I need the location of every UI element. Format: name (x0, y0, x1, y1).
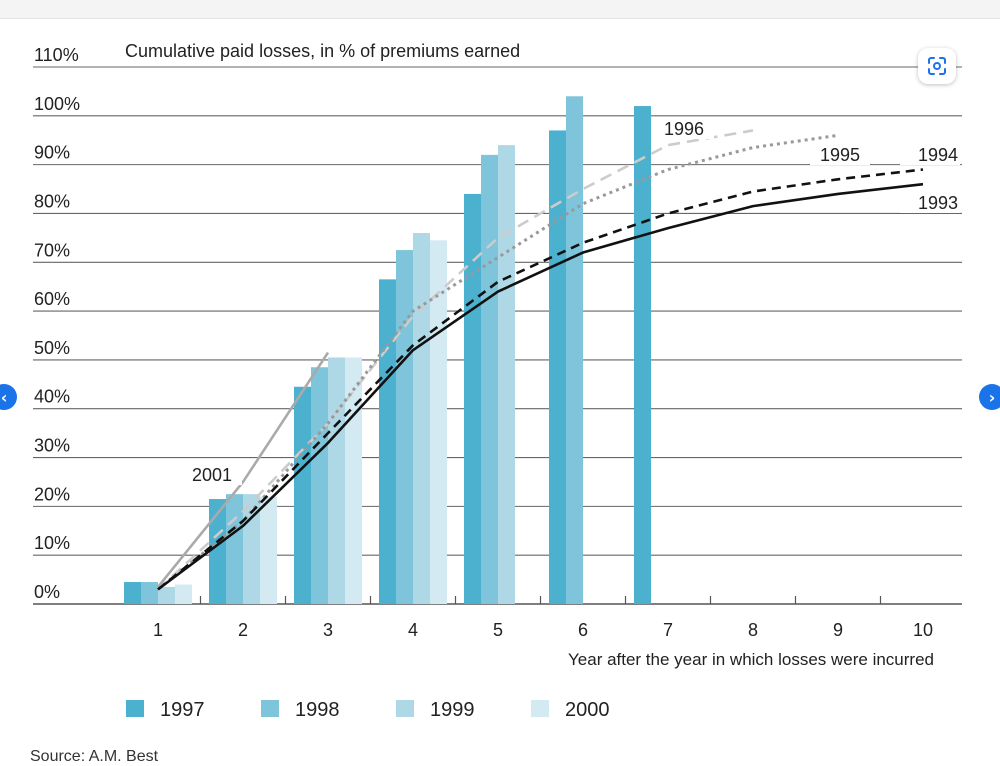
browser-top-strip (0, 0, 1000, 19)
bar-1998 (141, 582, 158, 604)
legend-swatch-1998 (261, 700, 279, 717)
source-note: Source: A.M. Best (30, 748, 159, 765)
x-tick-label: 2 (238, 620, 248, 640)
bar-1998 (566, 96, 583, 605)
y-tick-label: 40% (34, 387, 70, 407)
chevron-right-icon[interactable]: › (979, 384, 1000, 410)
legend-label-1998: 1998 (295, 699, 340, 721)
line-1995 (157, 133, 839, 591)
y-tick-label: 80% (34, 191, 70, 211)
chart-title: Cumulative paid losses, in % of premiums… (125, 41, 520, 61)
y-tick-label: 110% (34, 45, 79, 65)
y-tick-label: 30% (34, 436, 70, 456)
y-tick-label: 100% (34, 94, 80, 114)
y-tick-label: 60% (34, 289, 70, 309)
bar-1997 (209, 499, 226, 604)
line-1993 (157, 182, 924, 591)
legend-label-1997: 1997 (160, 699, 205, 721)
x-tick-label: 9 (833, 620, 843, 640)
bar-1998 (396, 250, 413, 604)
x-tick-label: 5 (493, 620, 503, 640)
chevron-left-icon[interactable]: ‹ (0, 384, 17, 410)
series-label-bg (900, 191, 960, 213)
bar-1997 (294, 386, 311, 604)
y-tick-label: 0% (34, 582, 60, 602)
line-layer (156, 129, 924, 591)
y-tick-label: 20% (34, 484, 70, 504)
bar-layer (124, 96, 651, 605)
series-label-bg (810, 143, 870, 165)
bar-1999 (328, 357, 345, 604)
x-axis-label: Year after the year in which losses were… (568, 650, 934, 669)
series-label-bg (900, 143, 960, 165)
y-tick-label: 50% (34, 338, 70, 358)
x-tick-label: 10 (913, 620, 933, 640)
x-tick-label: 1 (153, 620, 163, 640)
bar-1998 (481, 154, 498, 604)
bar-1997 (124, 582, 141, 604)
bar-1998 (311, 367, 328, 604)
lens-glyph (928, 57, 946, 75)
legend-label-2000: 2000 (565, 699, 610, 721)
legend-swatch-1999 (396, 700, 414, 717)
x-tick-label: 7 (663, 620, 673, 640)
x-tick-label: 6 (578, 620, 588, 640)
x-tick-label: 4 (408, 620, 418, 640)
legend: 1997 1998 1999 2000 (126, 699, 610, 721)
legend-swatch-2000 (531, 700, 549, 717)
series-label-2001: 2001 (192, 465, 232, 485)
y-tick-label: 90% (34, 143, 70, 163)
series-label-bg (654, 117, 714, 139)
legend-label-1999: 1999 (430, 699, 475, 721)
series-label-1995: 1995 (820, 145, 860, 165)
line-1996 (157, 129, 754, 591)
y-tick-label: 10% (34, 533, 70, 553)
line-2001 (156, 351, 330, 588)
series-label-1994: 1994 (918, 145, 958, 165)
bar-2000 (175, 584, 192, 604)
series-label-1996: 1996 (664, 119, 704, 139)
bar-2000 (260, 496, 277, 604)
y-tick-label: 70% (34, 240, 70, 260)
bar-1997 (379, 279, 396, 604)
bar-1999 (413, 232, 430, 604)
line-1994 (157, 168, 924, 591)
series-label-1993: 1993 (918, 193, 958, 213)
legend-swatch-1997 (126, 700, 144, 717)
bar-2000 (345, 357, 362, 604)
bar-1997 (549, 130, 566, 605)
lens-scan-icon[interactable] (918, 48, 956, 84)
x-tick-label: 3 (323, 620, 333, 640)
label-layer: 2001 1996 1995 1994 1993 (182, 117, 960, 485)
bar-2000 (430, 240, 447, 604)
series-label-bg (182, 463, 242, 485)
bar-1997 (464, 193, 481, 604)
bar-1997 (634, 106, 651, 605)
bar-1999 (498, 145, 515, 605)
bar-1998 (226, 494, 243, 604)
x-tick-label: 8 (748, 620, 758, 640)
bar-1999 (158, 586, 175, 604)
